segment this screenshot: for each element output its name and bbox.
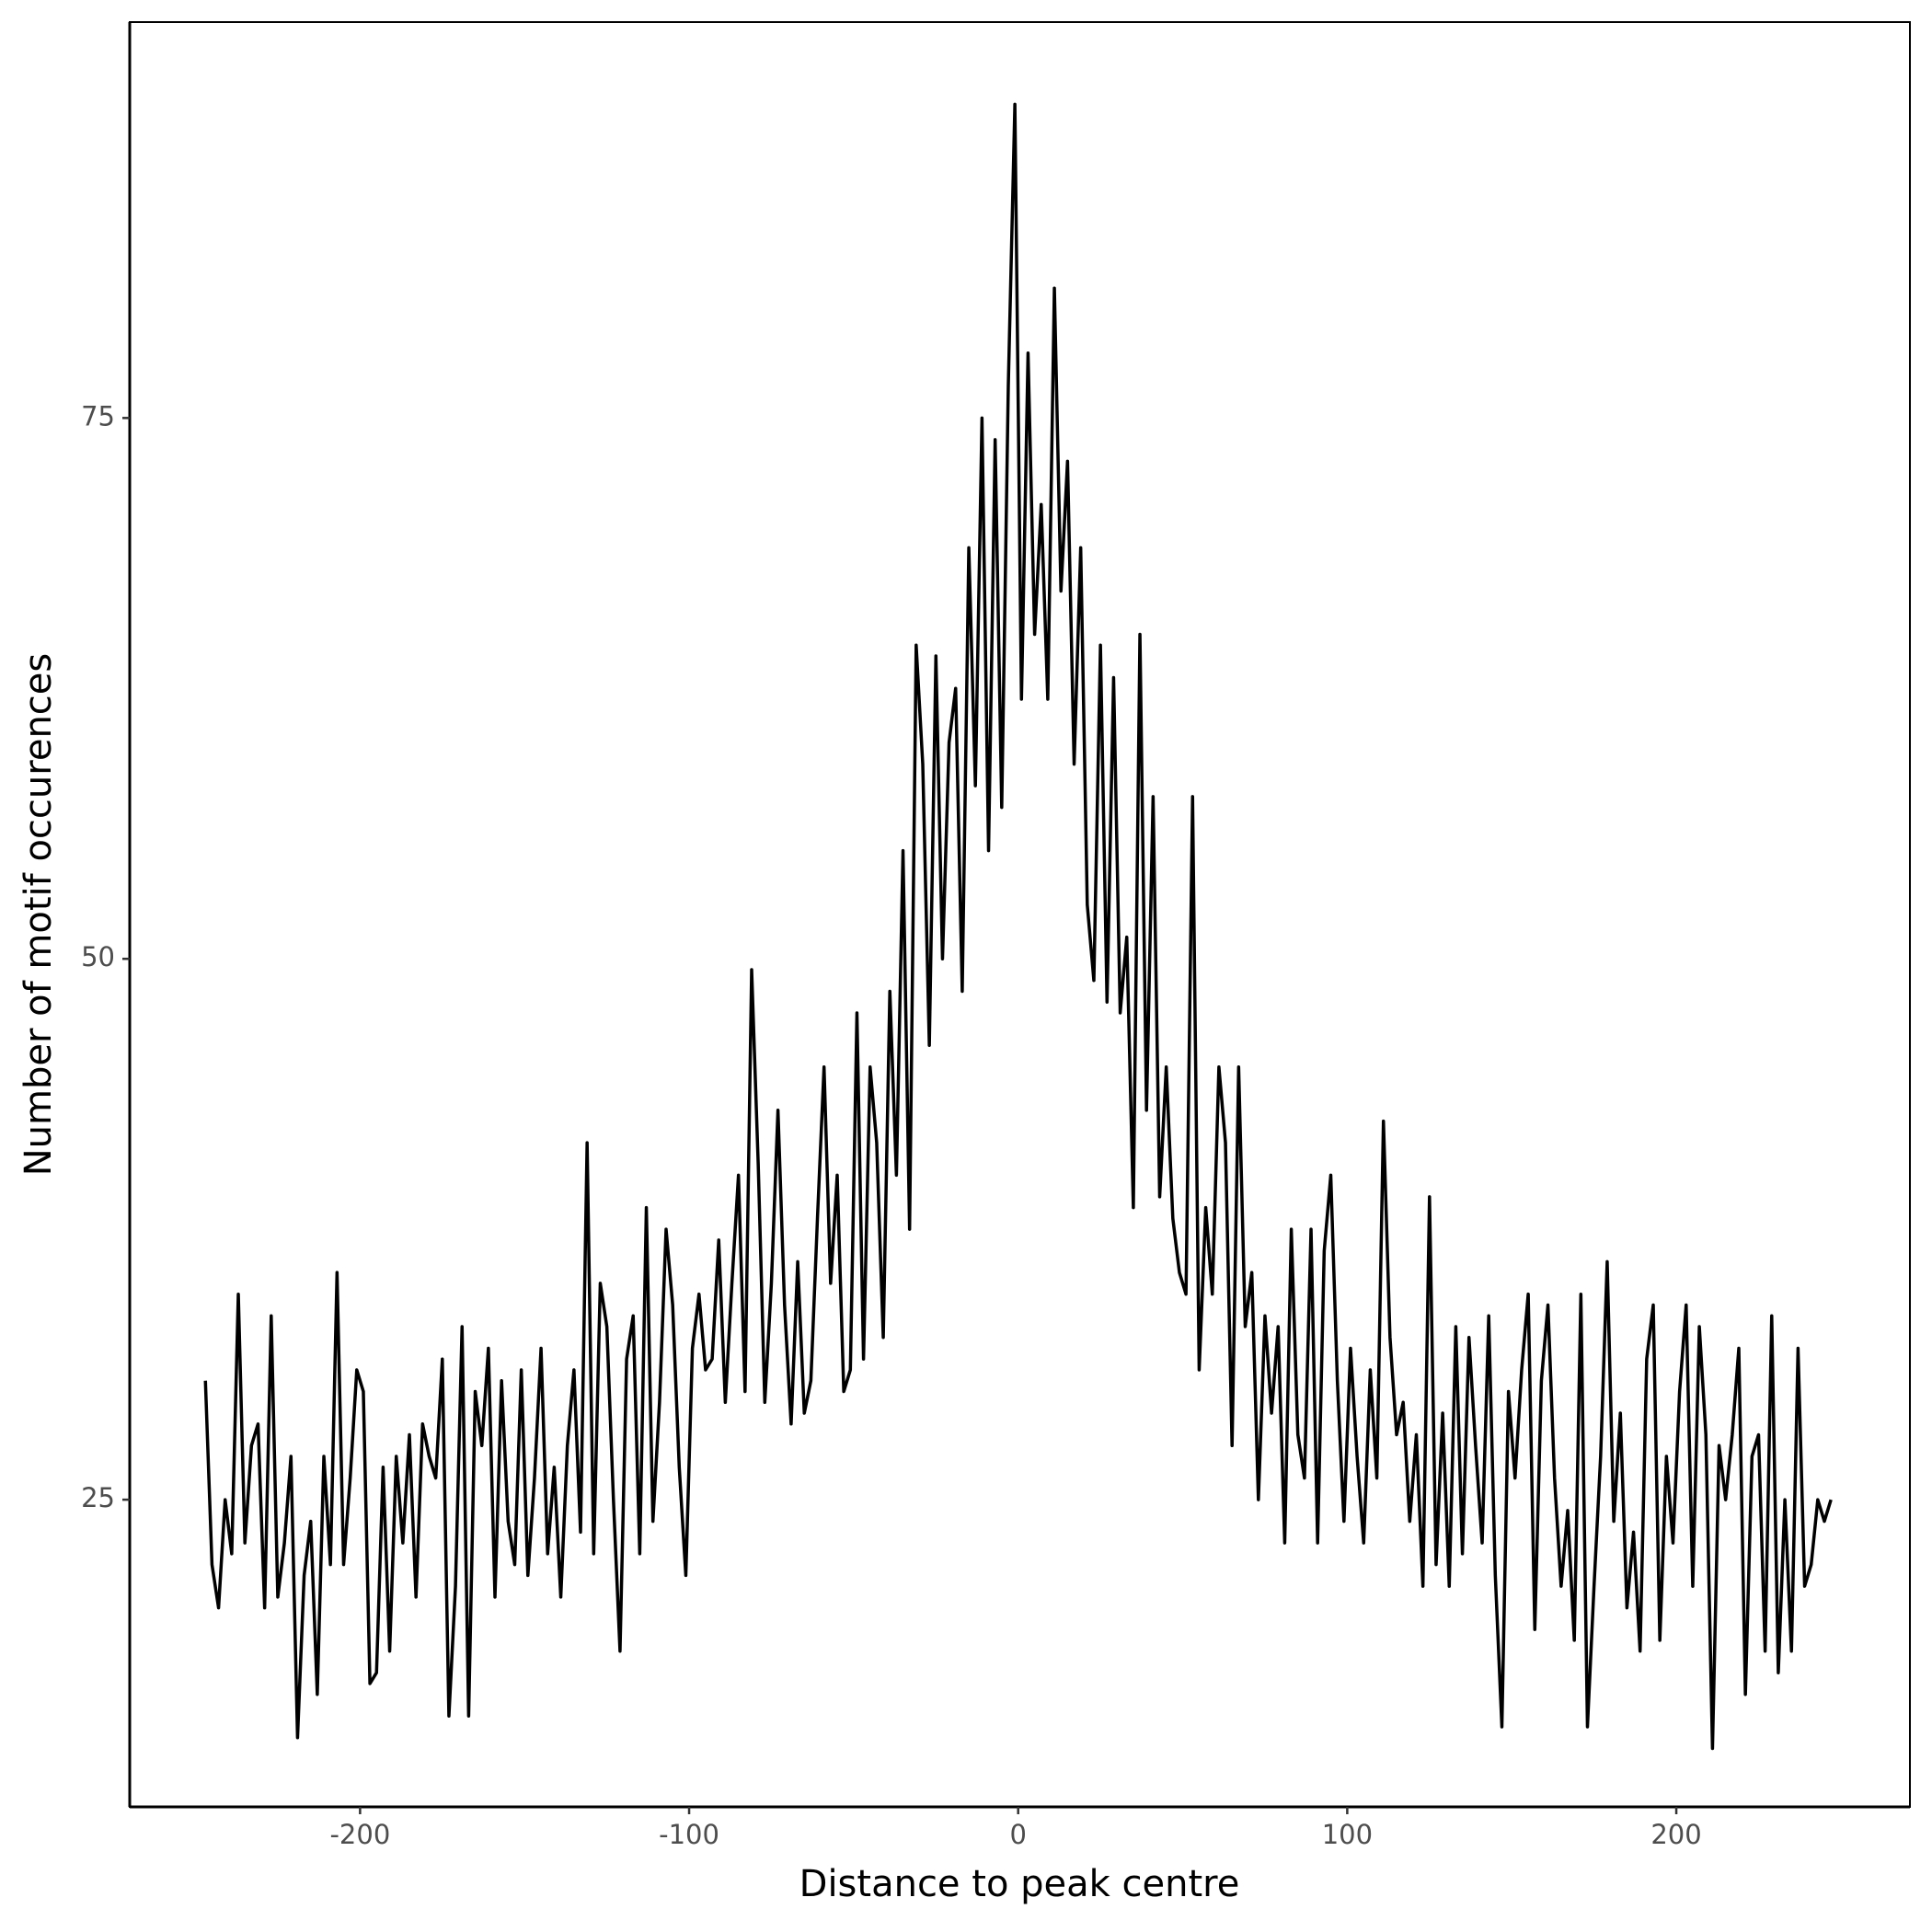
- y-tick-label: 25: [81, 1482, 115, 1513]
- x-tick-label: 200: [1650, 1819, 1701, 1850]
- y-axis-title: Number of motif occurences: [17, 653, 60, 1176]
- x-tick-label: 100: [1322, 1819, 1373, 1850]
- x-tick-label: 0: [1009, 1819, 1026, 1850]
- data-line: [203, 102, 1833, 1751]
- x-axis-title: Distance to peak centre: [799, 1863, 1240, 1905]
- x-tick-label: -200: [329, 1819, 390, 1850]
- x-tick-label: -100: [659, 1819, 719, 1850]
- y-tick-label: 75: [81, 400, 115, 431]
- y-tick-label: 50: [81, 941, 115, 972]
